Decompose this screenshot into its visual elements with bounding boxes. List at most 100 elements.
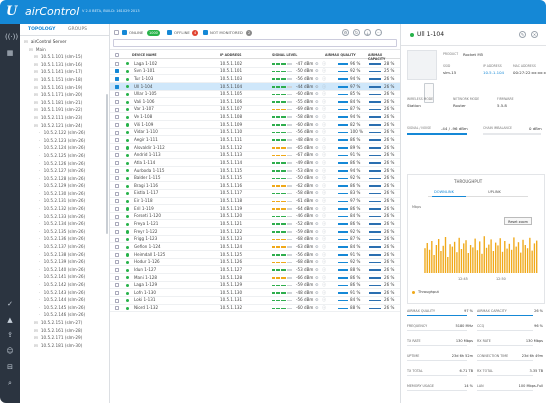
- online-filter-checkbox[interactable]: [122, 30, 127, 35]
- info-icon[interactable]: ⓘ: [322, 114, 327, 120]
- table-row[interactable]: Mani 1-128 10.5.1.128 -66 dBm 86 % 26 % ⚙ ⓘ: [110, 274, 400, 282]
- info-icon[interactable]: ⓘ: [322, 274, 327, 280]
- info-icon[interactable]: ⓘ: [322, 228, 327, 234]
- table-row[interactable]: Aegir 1-111 10.5.1.111 -48 dBm 86 % 26 % ⚙ ⓘ: [110, 136, 400, 145]
- info-icon[interactable]: ⓘ: [322, 213, 327, 219]
- alarm-icon[interactable]: ▲: [7, 316, 13, 324]
- row-checkbox[interactable]: [115, 214, 119, 219]
- field-value[interactable]: 10.5.1.104: [483, 70, 505, 75]
- settings-icon[interactable]: ⚙: [315, 129, 319, 135]
- row-checkbox[interactable]: [115, 283, 119, 288]
- settings-icon[interactable]: ⚙: [315, 60, 319, 66]
- device-name[interactable]: Hodur 1-126: [134, 259, 160, 265]
- device-name[interactable]: Freyr 1-122: [134, 228, 158, 234]
- device-name[interactable]: Ve 1-108: [134, 114, 153, 120]
- tree-item[interactable]: · 10.5.2.144 (slm-26): [20, 296, 110, 304]
- table-row[interactable]: Heimdall 1-125 10.5.1.125 -56 dBm 91 % 26 % ⚙…: [110, 251, 400, 259]
- tree-item[interactable]: · 10.5.2.139 (slm-26): [20, 258, 110, 266]
- users-icon[interactable]: ☺: [6, 347, 14, 355]
- row-checkbox[interactable]: [115, 237, 119, 242]
- settings-icon[interactable]: ⚙: [315, 221, 319, 227]
- info-icon[interactable]: ⓘ: [322, 266, 327, 272]
- table-row[interactable]: Freyr 1-122 10.5.1.122 -59 dBm 92 % 26 % ⚙ ⓘ: [110, 228, 400, 236]
- tree-item[interactable]: ⊟ 10.5.1.151 (slm-18): [20, 76, 110, 84]
- settings-icon[interactable]: ⚙: [315, 243, 319, 249]
- col-device-name[interactable]: DEVICE NAME: [132, 53, 157, 57]
- settings-icon[interactable]: ⚙: [315, 167, 319, 173]
- tree-item[interactable]: · 10.5.2.135 (slm-26): [20, 228, 110, 236]
- settings-icon[interactable]: ⚙: [315, 236, 319, 242]
- device-name[interactable]: Vili 1-109: [134, 121, 154, 127]
- tree-item[interactable]: · 10.5.2.130 (slm-26): [20, 190, 110, 198]
- device-name[interactable]: Ullar 1-105: [134, 91, 157, 97]
- table-row[interactable]: Ull 1-104 10.5.1.104 -44 dBm 97 % 26 % ⚙ ⓘ: [110, 82, 400, 91]
- tree-item[interactable]: · 10.5.2.134 (slm-26): [20, 220, 110, 228]
- tab-groups[interactable]: GROUPS: [68, 27, 88, 32]
- info-icon[interactable]: ⓘ: [322, 91, 327, 97]
- info-icon[interactable]: ⓘ: [322, 289, 327, 295]
- device-name[interactable]: Laga 1-102: [134, 60, 158, 66]
- col-airmax-capacity[interactable]: AIRMAX CAPACITY: [368, 53, 386, 61]
- info-icon[interactable]: ⓘ: [322, 205, 327, 211]
- info-icon[interactable]: ⓘ: [322, 190, 327, 196]
- row-checkbox[interactable]: [115, 130, 119, 135]
- settings-icon[interactable]: ⚙: [315, 91, 319, 97]
- info-icon[interactable]: ⓘ: [322, 251, 327, 257]
- table-row[interactable]: Tur 1-103 10.5.1.103 -56 dBm 94 % 26 % ⚙ ⓘ: [110, 75, 400, 83]
- device-name[interactable]: Gefion 1-124: [134, 243, 161, 249]
- row-checkbox[interactable]: [115, 298, 119, 303]
- settings-icon[interactable]: ⚙: [315, 251, 319, 257]
- device-name[interactable]: Andrid 1-113: [134, 152, 161, 158]
- row-checkbox[interactable]: [115, 168, 119, 173]
- tree-item[interactable]: ⊟ 10.5.1.141 (slm-17): [20, 68, 110, 76]
- row-checkbox[interactable]: [115, 206, 119, 211]
- row-checkbox[interactable]: [115, 84, 119, 89]
- settings-icon[interactable]: ⚙: [315, 266, 319, 272]
- table-row[interactable]: Balder 1-115 10.5.1.115 -50 dBm 92 % 26 % ⚙ ⓘ: [110, 175, 400, 183]
- table-row[interactable]: Frigg 1-123 10.5.1.123 -68 dBm 87 % 26 % ⚙ ⓘ: [110, 236, 400, 244]
- settings-icon[interactable]: ⚙: [315, 213, 319, 219]
- tree-item[interactable]: ⊟ 10.5.1.101 (slm-15): [20, 53, 110, 61]
- row-checkbox[interactable]: [115, 161, 119, 166]
- tree-item[interactable]: ⊟ 10.5.1.131 (slm-16): [20, 61, 110, 69]
- tab-downlink[interactable]: DOWNLINK: [434, 190, 454, 194]
- row-checkbox[interactable]: [115, 122, 119, 127]
- device-name[interactable]: Tur 1-103: [134, 75, 154, 81]
- table-row[interactable]: Alsvaldir 1-112 10.5.1.112 -65 dBm 89 % 26 %…: [110, 144, 400, 152]
- throughput-plot[interactable]: [424, 233, 538, 273]
- row-checkbox[interactable]: [115, 199, 119, 204]
- info-icon[interactable]: ⓘ: [322, 282, 327, 288]
- row-checkbox[interactable]: [115, 184, 119, 189]
- table-row[interactable]: Eir 1-118 10.5.1.118 -61 dBm 97 % 26 % ⚙ ⓘ: [110, 198, 400, 206]
- row-checkbox[interactable]: [115, 138, 119, 143]
- device-name[interactable]: Eistla 1-117: [134, 190, 159, 196]
- device-name[interactable]: Lofn 1-130: [134, 289, 156, 295]
- tree-item[interactable]: ⊟ 10.5.1.181 (slm-21): [20, 99, 110, 107]
- settings-icon[interactable]: ⚙: [315, 182, 319, 188]
- tree-item[interactable]: · 10.5.2.142 (slm-26): [20, 281, 110, 289]
- tab-uplink[interactable]: UPLINK: [488, 190, 501, 194]
- settings-icon[interactable]: ⚙: [315, 198, 319, 204]
- table-row[interactable]: Freya 1-121 10.5.1.121 -52 dBm 86 % 26 % ⚙ ⓘ: [110, 220, 400, 229]
- reset-zoom-button[interactable]: Reset zoom: [504, 217, 532, 225]
- device-name[interactable]: Aegir 1-111: [134, 137, 158, 142]
- tree-item[interactable]: · 10.5.2.143 (slm-26): [20, 289, 110, 297]
- notmonitored-filter-checkbox[interactable]: [203, 30, 208, 35]
- table-row[interactable]: Var 1-107 10.5.1.107 -69 dBm 87 % 26 % ⚙ ⓘ: [110, 106, 400, 114]
- info-icon[interactable]: ⓘ: [322, 152, 327, 158]
- col-signal-level[interactable]: SIGNAL LEVEL: [272, 53, 298, 57]
- device-name[interactable]: Balder 1-115: [134, 175, 161, 181]
- device-name[interactable]: Mani 1-128: [134, 274, 157, 280]
- tree-item[interactable]: ⊟ 10.5.2.111 (slm-23): [20, 114, 110, 122]
- settings-icon[interactable]: ⚙: [315, 144, 319, 150]
- tree-item[interactable]: · 10.5.2.137 (slm-26): [20, 243, 110, 251]
- device-name[interactable]: Bragi 1-116: [134, 182, 158, 188]
- device-name[interactable]: Aurbodа 1-115: [134, 167, 165, 173]
- device-name[interactable]: Eir 1-118: [134, 198, 153, 204]
- table-row[interactable]: Hodur 1-126 10.5.1.126 -68 dBm 92 % 26 % ⚙ ⓘ: [110, 259, 400, 267]
- tree-item[interactable]: · 10.5.2.124 (slm-26): [20, 144, 110, 152]
- settings-icon[interactable]: ⚙: [315, 114, 319, 120]
- tree-item[interactable]: · 10.5.2.146 (slm-26): [20, 311, 110, 319]
- device-name[interactable]: Svn 1-101: [134, 68, 155, 74]
- table-row[interactable]: Atla 1-114 10.5.1.114 -49 dBm 86 % 26 % ⚙ ⓘ: [110, 159, 400, 167]
